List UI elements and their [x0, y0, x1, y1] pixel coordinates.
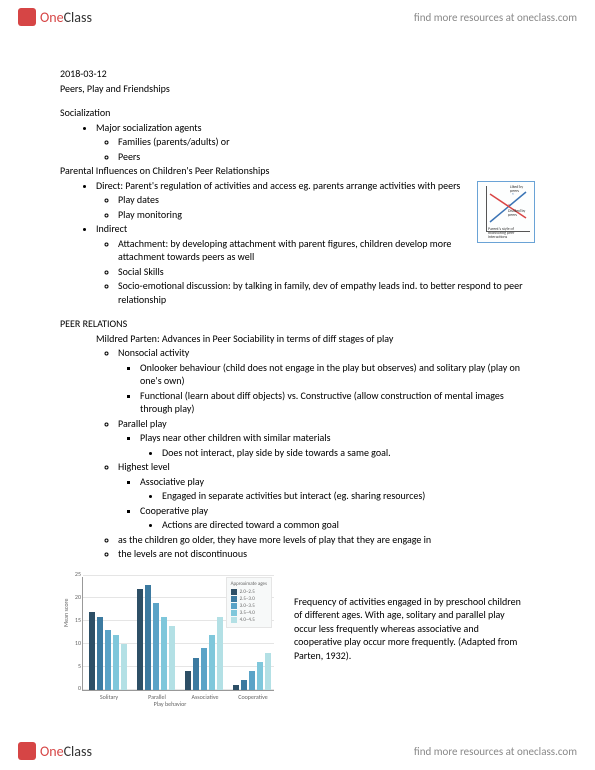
list-peer: Nonsocial activity Onlooker behaviour (c…	[60, 346, 535, 561]
bar	[161, 617, 167, 690]
bar	[105, 630, 111, 689]
bar	[217, 617, 223, 690]
list-item: Indirect	[96, 222, 535, 236]
bar	[137, 589, 143, 689]
list-item: Direct: Parent's regulation of activitie…	[96, 179, 535, 193]
chart-caption: Frequency of activities engaged in by pr…	[294, 571, 524, 663]
list-item: Peers	[118, 150, 535, 164]
logo-text: OneClass	[40, 743, 92, 760]
list-item: as the children go older, they have more…	[118, 533, 535, 547]
svg-text:×: ×	[508, 203, 510, 207]
list-item: Socio-emotional discussion: by talking i…	[118, 279, 535, 306]
top-resources-link[interactable]: find more resources at oneclass.com	[414, 11, 577, 24]
bar	[185, 671, 191, 689]
list-item: Attachment: by developing attachment wit…	[118, 237, 535, 264]
document-body: 2018-03-12 Peers, Play and Friendships S…	[0, 37, 595, 721]
bar	[153, 603, 159, 690]
list-item: Major socialization agents	[96, 121, 535, 135]
list-item: Does not interact, play side by side tow…	[162, 446, 535, 460]
bar	[201, 648, 207, 689]
bar	[209, 635, 215, 690]
doc-date: 2018-03-12	[60, 67, 535, 81]
bar	[113, 635, 119, 690]
list-item: Families (parents/adults) or	[118, 135, 535, 149]
bar	[257, 662, 263, 689]
list-item: Play monitoring	[118, 208, 535, 222]
list-item: Functional (learn about diff objects) vs…	[140, 389, 535, 416]
chart-row: Mean score Play behavior 0510152025Solit…	[60, 571, 535, 711]
heading-peer: PEER RELATIONS	[60, 317, 535, 331]
bar-xlabel: Play behavior	[154, 700, 187, 708]
bar	[97, 617, 103, 690]
list-item: Engaged in separate activities but inter…	[162, 489, 535, 503]
list-item: Nonsocial activity	[118, 346, 535, 360]
bar	[145, 585, 151, 690]
bar	[169, 626, 175, 690]
bar	[265, 653, 271, 689]
bar	[193, 658, 199, 690]
footer-resources-link[interactable]: find more resources at oneclass.com	[414, 745, 577, 758]
bar	[241, 680, 247, 689]
list-item: Social Skills	[118, 265, 535, 279]
logo-sub: Class	[64, 743, 92, 760]
peer-intro: Mildred Parten: Advances in Peer Sociabi…	[60, 332, 535, 346]
bar	[233, 685, 239, 690]
mini-label-x: Parent's style of monitoring peer intera…	[488, 228, 532, 241]
logo-sub: Class	[64, 9, 92, 26]
logo-brand: One	[40, 9, 64, 26]
bar	[249, 671, 255, 689]
bar-legend: Approximate ages2.0–2.52.5–3.03.0–3.53.5…	[226, 577, 272, 628]
heading-socialization: Socialization	[60, 106, 535, 120]
list-item: the levels are not discontinuous	[118, 547, 535, 561]
bar	[121, 644, 127, 690]
mini-label-bot: Disliked by peers	[508, 210, 532, 218]
list-item: Associative play	[140, 475, 535, 489]
mini-axis-y	[486, 186, 487, 232]
list-item: Plays near other children with similar m…	[140, 431, 535, 445]
bar	[89, 612, 95, 690]
list-parental: Direct: Parent's regulation of activitie…	[60, 179, 535, 307]
top-bar: OneClass find more resources at oneclass…	[0, 0, 595, 37]
mini-chart: × × Liked by peers Disliked by peers Par…	[477, 181, 535, 243]
list-item: Parallel play	[118, 417, 535, 431]
logo-footer[interactable]: OneClass	[18, 742, 92, 760]
list-socialization: Major socialization agents Families (par…	[60, 121, 535, 164]
list-item: Onlooker behaviour (child does not engag…	[140, 361, 535, 388]
logo-icon	[18, 8, 36, 26]
logo[interactable]: OneClass	[18, 8, 92, 26]
logo-brand: One	[40, 743, 64, 760]
heading-parental: Parental Influences on Children's Peer R…	[60, 164, 535, 178]
list-item: Cooperative play	[140, 504, 535, 518]
doc-title: Peers, Play and Friendships	[60, 82, 535, 96]
bottom-bar: OneClass find more resources at oneclass…	[0, 734, 595, 770]
list-item: Play dates	[118, 193, 535, 207]
logo-text: OneClass	[40, 9, 92, 26]
mini-label-top: Liked by peers	[510, 186, 532, 194]
list-item: Highest level	[118, 460, 535, 474]
bar-chart: Mean score Play behavior 0510152025Solit…	[60, 571, 280, 711]
logo-icon	[18, 742, 36, 760]
list-item: Actions are directed toward a common goa…	[162, 518, 535, 532]
